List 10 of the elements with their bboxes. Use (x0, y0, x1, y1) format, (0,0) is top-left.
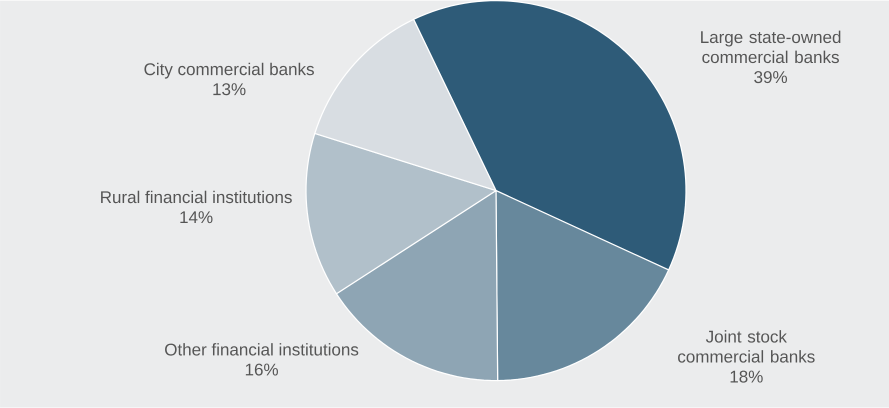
data-label: 16% (246, 364, 278, 376)
data-label: 39% (754, 71, 787, 84)
slice-label: Rural financial institutions (101, 190, 292, 204)
slice-label: Joint stock commercial banks (678, 330, 815, 363)
slice-label: Other financial institutions (165, 343, 358, 356)
data-label: 18% (730, 370, 763, 383)
data-label: 14% (180, 211, 212, 224)
data-label: 13% (213, 83, 246, 96)
slice-label: City commercial banks (144, 62, 314, 79)
slice-label: Large state-owned commercial banks (701, 30, 840, 64)
